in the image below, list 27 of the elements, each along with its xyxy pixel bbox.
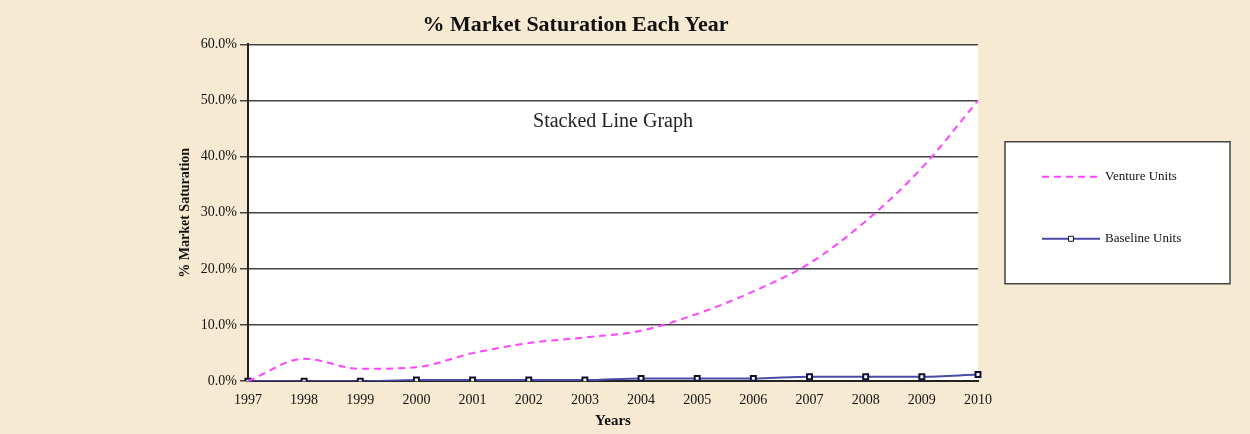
x-tick-label: 2000 (402, 392, 431, 408)
y-tick-label: 50.0% (200, 92, 238, 108)
x-tick-label: 2002 (514, 392, 543, 408)
x-tick-label: 2001 (458, 392, 487, 408)
x-tick-label: 2004 (627, 392, 656, 408)
y-tick-label: 60.0% (200, 36, 238, 52)
x-tick-label: 1998 (290, 392, 319, 408)
y-tick-label: 20.0% (200, 260, 238, 276)
y-tick-label: 10.0% (200, 316, 238, 332)
x-tick-label: 2008 (851, 392, 880, 408)
y-axis-title: % Market Saturation (177, 147, 193, 278)
chart-title: % Market Saturation Each Year (422, 10, 729, 36)
y-tick-label: 30.0% (200, 204, 238, 220)
x-tick-label: 2006 (739, 392, 768, 408)
x-tick-label: 2010 (964, 392, 992, 408)
x-tick-label: 2009 (907, 392, 936, 408)
y-tick-label: 0.0% (207, 372, 238, 388)
legend-label: Baseline Units (1105, 230, 1182, 246)
legend-label: Venture Units (1105, 168, 1177, 184)
x-tick-label: 2007 (795, 392, 824, 408)
x-tick-label: 2003 (570, 392, 599, 408)
annotation: Stacked Line Graph (533, 108, 693, 132)
x-axis-title: Years (595, 411, 632, 428)
x-tick-label: 2005 (683, 392, 712, 408)
y-tick-label: 40.0% (200, 148, 238, 164)
x-tick-label: 1997 (233, 392, 262, 408)
x-tick-label: 1999 (346, 392, 375, 408)
